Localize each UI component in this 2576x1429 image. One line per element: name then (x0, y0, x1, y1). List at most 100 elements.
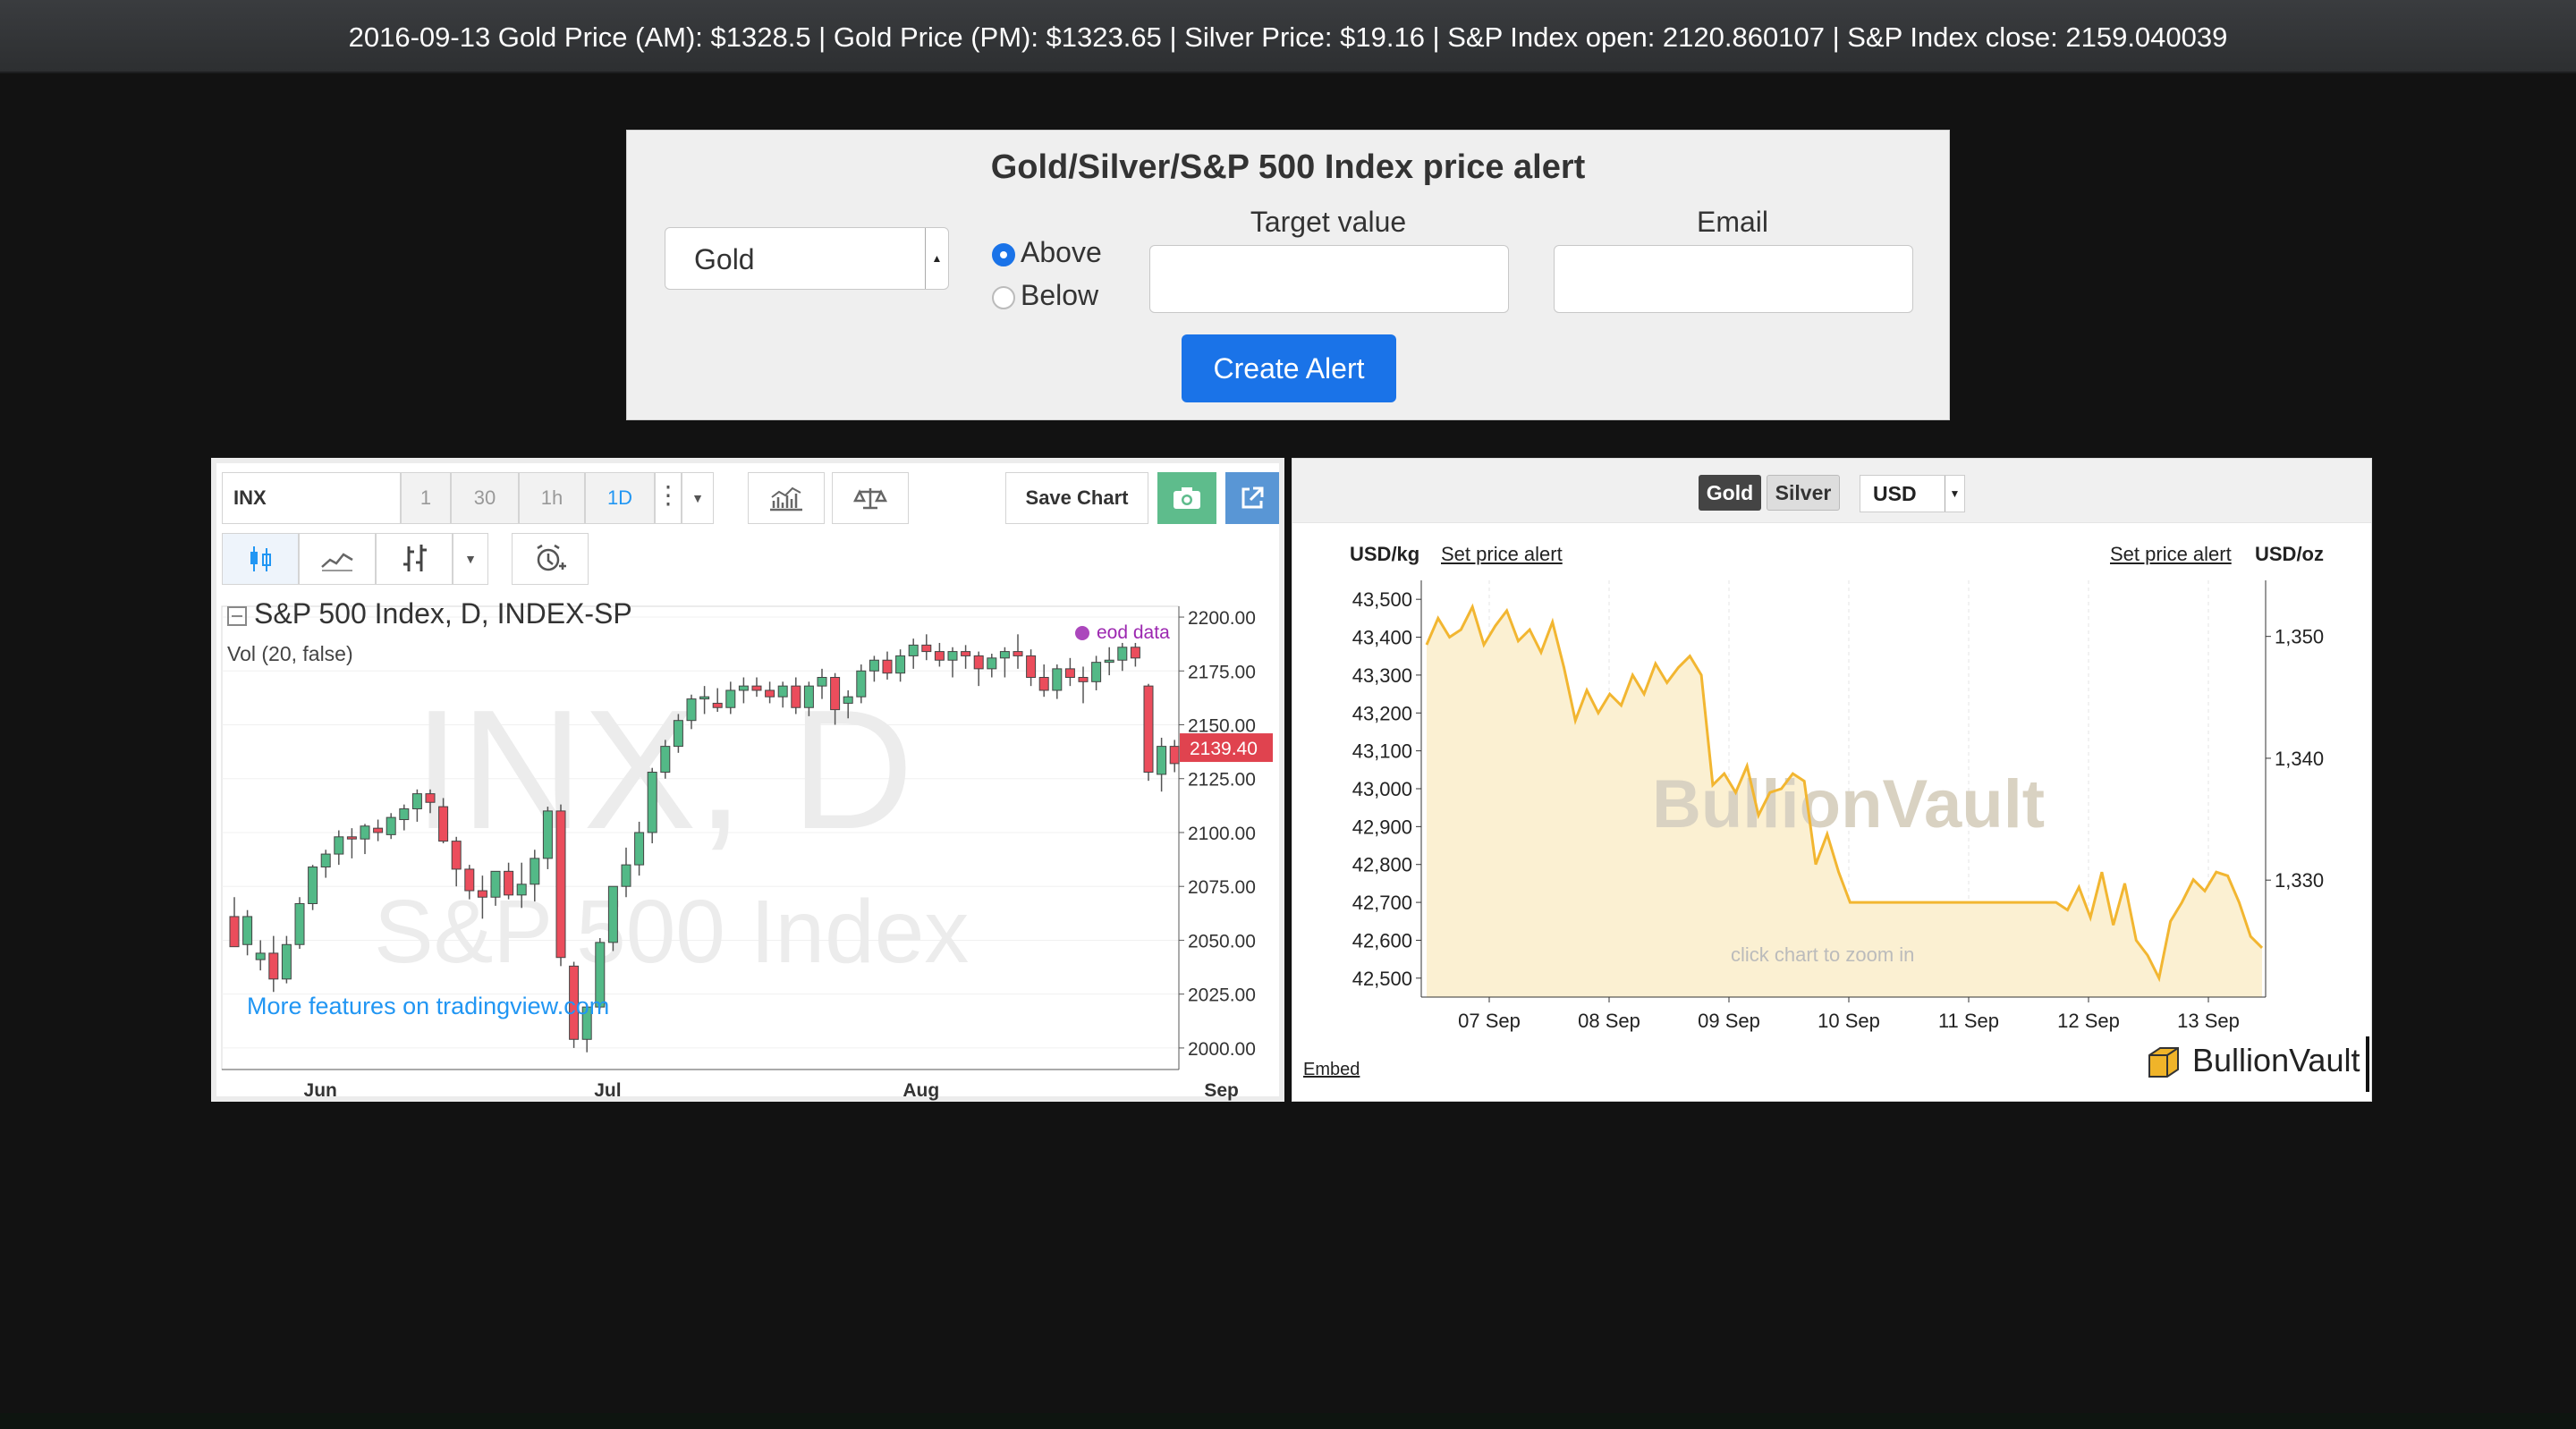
target-label: Target value (1250, 206, 1407, 238)
candle-body (477, 890, 487, 898)
tv-last-price-badge (1180, 733, 1273, 763)
candle-body (268, 952, 279, 980)
candle-body (738, 685, 749, 691)
candle (542, 807, 553, 869)
sp500-candlestick-chart[interactable]: INX, DS&P 500 Index2200.002175.002150.00… (216, 592, 1279, 1103)
candle-body (686, 698, 697, 722)
candle (673, 714, 683, 753)
candle-body (882, 659, 893, 674)
create-alert-button[interactable]: Create Alert (1182, 334, 1396, 402)
bv-left-label: 42,700 (1352, 892, 1412, 914)
symbol-input[interactable]: INX (222, 472, 401, 524)
candle-body (281, 943, 292, 980)
bars-style-icon[interactable] (376, 533, 453, 585)
candle (516, 862, 527, 909)
currency-select[interactable]: USD ▼ (1860, 475, 1965, 512)
candle (425, 789, 436, 814)
compare-icon[interactable] (832, 472, 909, 524)
tab-silver[interactable]: Silver (1767, 475, 1840, 511)
candle (1091, 655, 1102, 690)
tv-price-label: 2050.00 (1188, 931, 1256, 951)
interval-dropdown-icon[interactable]: ▼ (682, 472, 714, 524)
bv-left-label: 42,600 (1352, 929, 1412, 951)
radio-below[interactable]: Below (992, 277, 1098, 313)
more-features-link[interactable]: More features on tradingview.com (247, 993, 610, 1019)
candle (530, 850, 540, 902)
collapse-icon[interactable] (227, 605, 247, 626)
candle-body (765, 689, 775, 698)
bv-right-label: 1,330 (2275, 869, 2324, 892)
email-input[interactable] (1554, 245, 1913, 313)
candle (634, 821, 645, 876)
candle-body (581, 1006, 592, 1040)
candle-body (895, 655, 906, 674)
more-intervals-icon[interactable]: ⋮ (655, 472, 682, 524)
candle (229, 897, 240, 948)
indicators-icon[interactable] (748, 472, 825, 524)
set-price-alert-left[interactable]: Set price alert (1441, 543, 1563, 565)
alarm-add-icon[interactable] (512, 533, 589, 585)
candle (308, 865, 318, 910)
bv-x-label: 09 Sep (1698, 1010, 1760, 1032)
candles-style-icon[interactable] (222, 533, 299, 585)
candle (1013, 634, 1023, 669)
asset-select-value: Gold (694, 243, 755, 275)
candle (712, 688, 723, 713)
interval-1[interactable]: 1 (401, 472, 451, 524)
camera-icon[interactable] (1157, 472, 1216, 524)
set-price-alert-right[interactable]: Set price alert (2110, 543, 2232, 565)
candle-body (334, 836, 344, 855)
candle (621, 847, 631, 898)
candle-body (451, 841, 462, 870)
tab-gold[interactable]: Gold (1699, 475, 1761, 511)
interval-1h[interactable]: 1h (519, 472, 585, 524)
save-chart-button[interactable]: Save Chart (1005, 472, 1148, 524)
currency-value: USD (1873, 482, 1917, 505)
candle-body (869, 659, 879, 672)
tv-plot-area[interactable] (221, 605, 1180, 1070)
candle (660, 740, 671, 779)
candle-body (346, 836, 357, 840)
tv-legend-text: S&P 500 Index, D, INDEX-SP (254, 597, 632, 630)
candle (961, 645, 971, 669)
embed-link[interactable]: Embed (1303, 1060, 1360, 1079)
candle (490, 870, 501, 906)
interval-30[interactable]: 30 (451, 472, 519, 524)
candle-body (621, 864, 631, 887)
radio-above[interactable]: Above (992, 234, 1102, 270)
tv-last-price-label: 2139.40 (1190, 739, 1258, 759)
candle-body (373, 827, 384, 833)
interval-1d[interactable]: 1D (585, 472, 655, 524)
candle (869, 655, 879, 682)
bv-x-label: 13 Sep (2177, 1010, 2240, 1032)
asset-select[interactable]: Gold ▲ (665, 227, 949, 290)
candle (934, 642, 945, 667)
symbol-text: INX (233, 486, 267, 509)
candle-body (647, 772, 657, 833)
tv-month-label: Aug (902, 1080, 939, 1101)
candle (1130, 642, 1140, 667)
candle-body (973, 655, 984, 670)
bv-left-label: 43,200 (1352, 702, 1412, 724)
candle (895, 649, 906, 682)
candle (830, 672, 841, 725)
eod-dot-icon (1075, 626, 1089, 641)
candle (581, 1004, 592, 1053)
bv-left-label: 42,900 (1352, 816, 1412, 838)
candle-body (1064, 668, 1075, 679)
candle (477, 875, 487, 919)
bv-left-label: 43,300 (1352, 664, 1412, 687)
tv-legend-title: S&P 500 Index, D, INDEX-SP (227, 597, 632, 630)
popout-icon[interactable] (1225, 472, 1279, 524)
bv-x-label: 12 Sep (2057, 1010, 2120, 1032)
area-style-icon[interactable] (299, 533, 376, 585)
bv-right-label: 1,340 (2275, 748, 2324, 770)
candle-body (569, 965, 580, 1040)
candle-body (843, 696, 853, 704)
candle (294, 897, 305, 950)
style-dropdown-icon[interactable]: ▼ (453, 533, 488, 585)
target-value-input[interactable] (1149, 245, 1509, 313)
bullionvault-logo[interactable]: BullionVault (2144, 1042, 2360, 1088)
bv-left-label: 43,500 (1352, 588, 1412, 611)
